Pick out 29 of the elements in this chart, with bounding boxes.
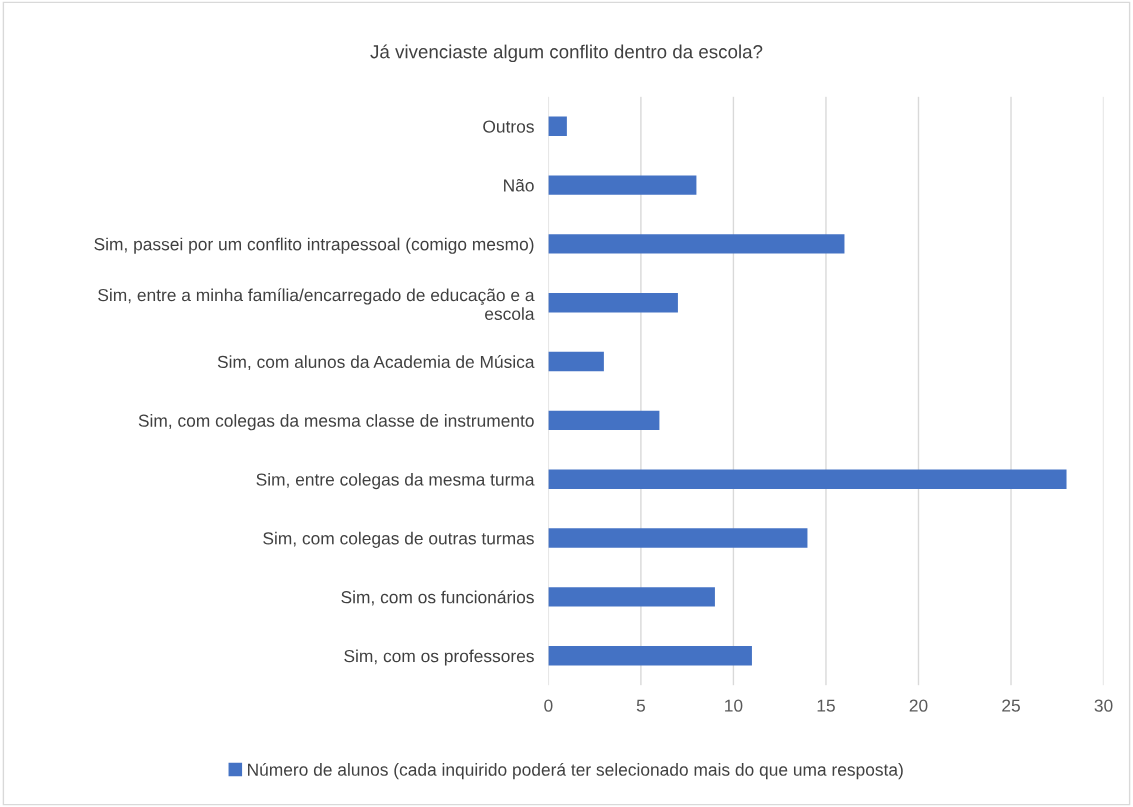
y-tick-label: Sim, com os funcionários [341,590,534,606]
y-tick-label: Sim, com colegas da mesma classe de instrumento [138,414,534,431]
bar [548,351,604,372]
bar [548,116,567,136]
legend-label: Número de alunos (cada inquirido poderá ter selecionado mais do que uma resposta) [248,762,903,780]
bar [548,410,660,431]
x-tick-label: 30 [1094,699,1113,712]
bar [548,234,845,254]
x-tick-label: 15 [817,699,835,712]
x-tick-label: 20 [909,699,928,712]
y-tick-label: Sim, com colegas de outras turmas [263,531,534,548]
y-tick-label: Outros [483,120,534,133]
x-tick-label: 25 [1002,699,1020,712]
y-tick-label: Sim, passei por um conflito intrapessoal (comigo mesmo) [94,237,534,254]
bar [548,293,678,313]
bar [548,528,808,548]
x-tick-label: 0 [544,699,553,712]
chart-title: Já vivenciaste algum conflito dentro da escola? [370,44,763,63]
bar [548,587,715,607]
y-tick-label: Sim, com alunos da Academia de Música [217,355,535,371]
bar [548,646,752,666]
x-tick-label: 5 [636,699,645,712]
y-tick-label: Não [504,178,534,192]
x-tick-label: 10 [725,699,743,712]
bar [548,469,1067,489]
y-tick-label: Sim, entre colegas da mesma turma [256,472,535,490]
y-tick-label: Sim, com os professores [344,649,534,666]
bar [548,175,697,195]
y-tick-label: Sim, entre a minha família/encarregado de educação e a escola [98,288,535,320]
